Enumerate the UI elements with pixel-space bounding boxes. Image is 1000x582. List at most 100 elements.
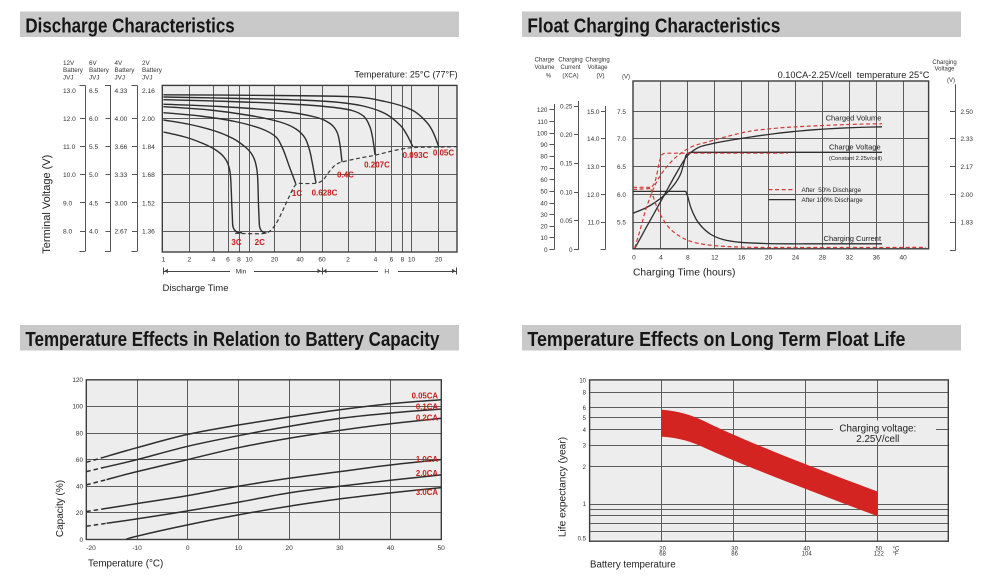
svg-text:Discharge Time: Discharge Time bbox=[163, 283, 229, 294]
svg-text:Battery: Battery bbox=[89, 67, 110, 74]
svg-text:0.10CA-2.25V/cell temperature: 0.10CA-2.25V/cell temperature 25°C bbox=[778, 70, 930, 80]
svg-text:0: 0 bbox=[79, 537, 83, 544]
svg-text:12: 12 bbox=[711, 255, 719, 262]
svg-text:Temperature Effects on Long Te: Temperature Effects on Long Term Float L… bbox=[527, 328, 905, 351]
svg-text:Charged Volume: Charged Volume bbox=[826, 114, 882, 123]
svg-text:Charge Voltage: Charge Voltage bbox=[829, 143, 881, 152]
svg-text:20: 20 bbox=[765, 255, 773, 262]
svg-text:Voltage: Voltage bbox=[934, 67, 955, 73]
svg-text:(V): (V) bbox=[622, 75, 630, 81]
svg-text:20: 20 bbox=[76, 510, 84, 517]
svg-text:7.0: 7.0 bbox=[617, 136, 626, 143]
svg-text:0.20: 0.20 bbox=[560, 132, 573, 139]
svg-text:40: 40 bbox=[76, 484, 84, 491]
svg-text:10: 10 bbox=[579, 379, 586, 385]
svg-text:Temperature (°C): Temperature (°C) bbox=[88, 559, 163, 570]
svg-text:4.5: 4.5 bbox=[89, 200, 98, 207]
svg-text:30: 30 bbox=[540, 212, 548, 219]
svg-text:1: 1 bbox=[162, 257, 166, 264]
svg-text:3.00: 3.00 bbox=[115, 200, 128, 207]
svg-text:50: 50 bbox=[438, 545, 446, 552]
svg-text:4.33: 4.33 bbox=[115, 88, 128, 95]
svg-text:1.83: 1.83 bbox=[961, 219, 974, 226]
svg-text:8: 8 bbox=[686, 255, 690, 262]
svg-text:0.15: 0.15 bbox=[560, 161, 573, 168]
svg-text:1.84: 1.84 bbox=[142, 144, 155, 151]
svg-text:6.0: 6.0 bbox=[617, 192, 626, 199]
svg-text:3.33: 3.33 bbox=[115, 172, 128, 179]
svg-text:2.00: 2.00 bbox=[961, 192, 974, 199]
svg-text:8.0: 8.0 bbox=[63, 228, 72, 235]
svg-text:6.5: 6.5 bbox=[617, 164, 626, 171]
svg-text:Float Charging Characteristics: Float Charging Characteristics bbox=[527, 15, 780, 38]
svg-text:6: 6 bbox=[583, 406, 587, 412]
svg-text:3.66: 3.66 bbox=[115, 144, 128, 151]
svg-text:2C: 2C bbox=[255, 238, 265, 247]
svg-text:Temperature: 25°C (77°F): Temperature: 25°C (77°F) bbox=[354, 70, 457, 80]
svg-text:(V): (V) bbox=[597, 74, 605, 80]
svg-text:Discharge Characteristics: Discharge Characteristics bbox=[25, 15, 234, 38]
svg-text:Min: Min bbox=[236, 269, 247, 276]
svg-text:0.05CA: 0.05CA bbox=[412, 392, 439, 401]
svg-text:0: 0 bbox=[544, 247, 548, 254]
svg-text:(V): (V) bbox=[947, 78, 955, 84]
svg-text:Current: Current bbox=[560, 65, 580, 71]
svg-text:°C: °C bbox=[893, 546, 900, 552]
svg-text:1: 1 bbox=[583, 502, 587, 508]
svg-text:Charging: Charging bbox=[558, 58, 582, 64]
svg-text:60: 60 bbox=[76, 457, 84, 464]
svg-text:2.50: 2.50 bbox=[961, 109, 974, 116]
svg-text:20: 20 bbox=[659, 546, 666, 552]
svg-text:2.00: 2.00 bbox=[142, 116, 155, 123]
svg-text:12.0: 12.0 bbox=[587, 192, 600, 199]
svg-text:30: 30 bbox=[731, 546, 738, 552]
svg-text:60: 60 bbox=[318, 257, 326, 264]
svg-text:0.207C: 0.207C bbox=[364, 160, 390, 169]
svg-text:Charging: Charging bbox=[585, 58, 609, 64]
svg-text:4: 4 bbox=[212, 257, 216, 264]
svg-text:0.2CA: 0.2CA bbox=[416, 413, 438, 422]
svg-text:20: 20 bbox=[540, 224, 548, 231]
svg-text:68: 68 bbox=[659, 552, 666, 558]
svg-text:After 100% Discharge: After 100% Discharge bbox=[802, 197, 864, 204]
svg-text:14.0: 14.0 bbox=[587, 136, 600, 143]
svg-text:24: 24 bbox=[792, 255, 800, 262]
svg-text:9.0: 9.0 bbox=[63, 200, 72, 207]
svg-text:50: 50 bbox=[875, 546, 882, 552]
svg-text:2.33: 2.33 bbox=[961, 136, 974, 143]
svg-text:20: 20 bbox=[285, 545, 293, 552]
svg-text:Life expectancy (year): Life expectancy (year) bbox=[558, 437, 569, 537]
svg-text:6.0: 6.0 bbox=[89, 116, 98, 123]
svg-text:-10: -10 bbox=[132, 545, 142, 552]
svg-text:6: 6 bbox=[390, 257, 394, 264]
svg-text:Battery: Battery bbox=[115, 67, 136, 74]
svg-text:After 50% Discharge: After 50% Discharge bbox=[802, 187, 862, 194]
svg-text:10.0: 10.0 bbox=[63, 172, 76, 179]
svg-text:2: 2 bbox=[187, 257, 191, 264]
svg-text:20: 20 bbox=[271, 257, 279, 264]
svg-text:0.1CA: 0.1CA bbox=[416, 403, 438, 412]
svg-text:1.0CA: 1.0CA bbox=[416, 455, 438, 464]
svg-text:11.0: 11.0 bbox=[63, 144, 76, 151]
svg-text:1.68: 1.68 bbox=[142, 172, 155, 179]
svg-text:5: 5 bbox=[583, 416, 587, 422]
svg-text:Charging Current: Charging Current bbox=[824, 234, 882, 243]
svg-text:H: H bbox=[384, 269, 389, 276]
svg-text:Battery temperature: Battery temperature bbox=[590, 560, 676, 571]
svg-text:3C: 3C bbox=[231, 238, 241, 247]
svg-text:2.16: 2.16 bbox=[142, 88, 155, 95]
svg-text:0.10: 0.10 bbox=[560, 189, 573, 196]
svg-text:1.36: 1.36 bbox=[142, 228, 155, 235]
svg-text:4: 4 bbox=[583, 428, 587, 434]
svg-text:8: 8 bbox=[237, 257, 241, 264]
svg-text:32: 32 bbox=[846, 255, 854, 262]
svg-text:Battery: Battery bbox=[63, 67, 84, 74]
svg-text:0: 0 bbox=[569, 247, 573, 254]
svg-text:28: 28 bbox=[819, 255, 827, 262]
svg-text:10: 10 bbox=[235, 545, 243, 552]
svg-text:0.05C: 0.05C bbox=[433, 149, 455, 158]
svg-text:5.5: 5.5 bbox=[89, 144, 98, 151]
svg-text:6V: 6V bbox=[89, 60, 98, 67]
svg-text:10: 10 bbox=[245, 257, 253, 264]
svg-text:0: 0 bbox=[632, 255, 636, 262]
